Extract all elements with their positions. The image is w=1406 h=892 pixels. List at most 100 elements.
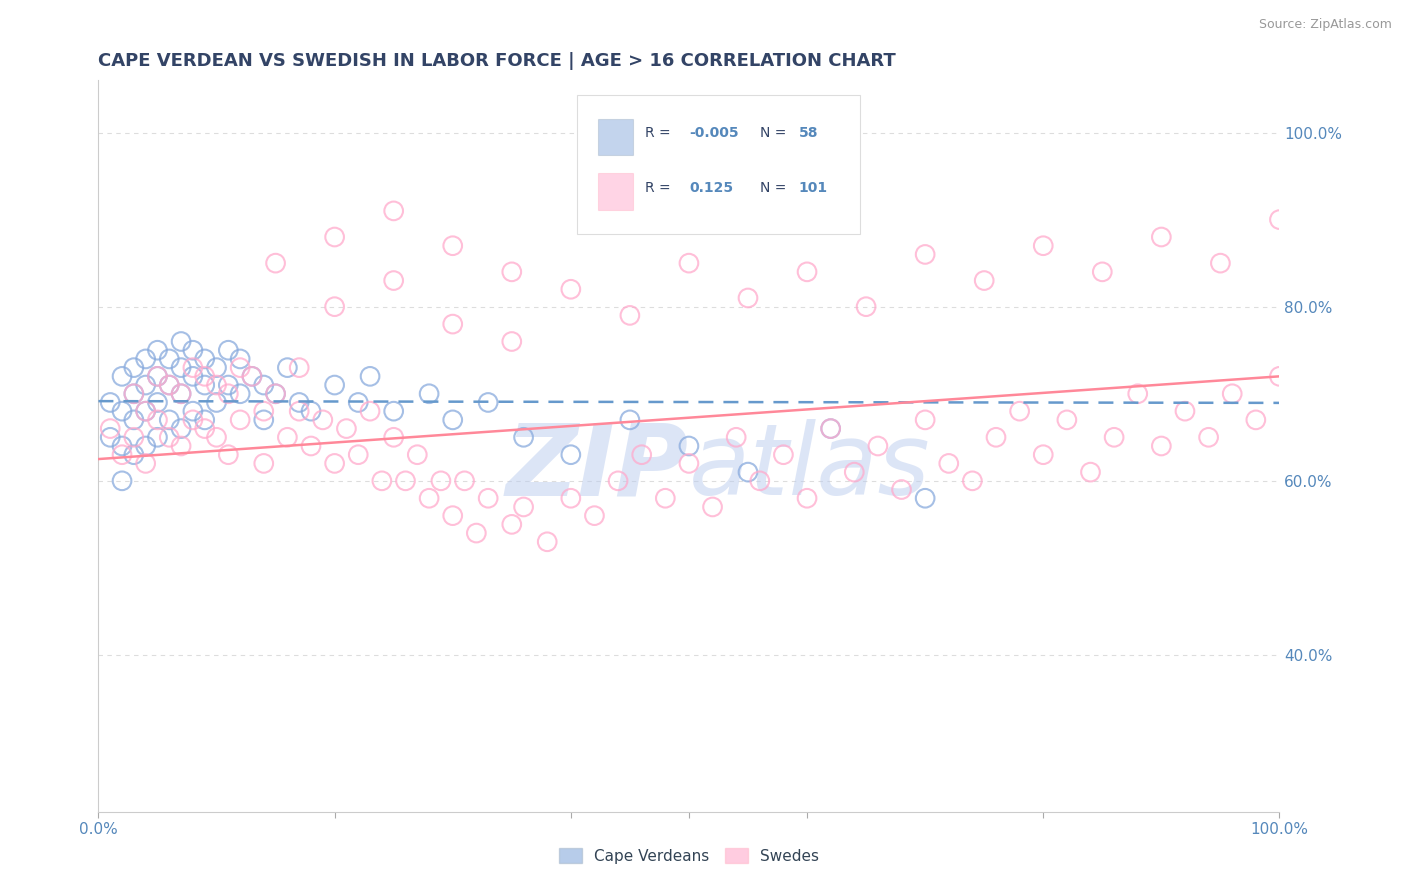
Point bbox=[299, 439, 322, 453]
Point bbox=[430, 474, 453, 488]
Point bbox=[170, 386, 193, 401]
Point bbox=[122, 430, 145, 444]
Point bbox=[146, 369, 169, 384]
Point bbox=[181, 360, 204, 375]
Point bbox=[253, 378, 276, 392]
Point bbox=[501, 334, 523, 349]
Point bbox=[181, 369, 204, 384]
Text: 58: 58 bbox=[799, 127, 818, 140]
Point bbox=[146, 395, 169, 409]
Point bbox=[914, 413, 936, 427]
Point bbox=[371, 474, 394, 488]
Point bbox=[205, 378, 228, 392]
Text: N =: N = bbox=[759, 181, 786, 195]
Point bbox=[1032, 448, 1054, 462]
Point bbox=[477, 491, 499, 506]
Point bbox=[1244, 413, 1267, 427]
Point bbox=[1198, 430, 1220, 444]
Point bbox=[1032, 238, 1054, 252]
Point bbox=[501, 517, 523, 532]
Text: R =: R = bbox=[645, 181, 671, 195]
Point bbox=[170, 439, 193, 453]
Point bbox=[146, 343, 169, 358]
Text: Source: ZipAtlas.com: Source: ZipAtlas.com bbox=[1258, 18, 1392, 31]
Point bbox=[229, 386, 252, 401]
Point bbox=[98, 395, 121, 409]
Point bbox=[240, 369, 263, 384]
Point bbox=[678, 439, 700, 453]
Point bbox=[512, 430, 534, 444]
Point bbox=[394, 474, 416, 488]
Point bbox=[205, 430, 228, 444]
Point bbox=[194, 421, 217, 435]
Point bbox=[678, 457, 700, 471]
Point bbox=[217, 386, 239, 401]
Point bbox=[418, 491, 440, 506]
Bar bbox=[598, 119, 634, 155]
Text: CAPE VERDEAN VS SWEDISH IN LABOR FORCE | AGE > 16 CORRELATION CHART: CAPE VERDEAN VS SWEDISH IN LABOR FORCE |… bbox=[98, 53, 896, 70]
Point bbox=[382, 404, 405, 418]
Text: atlas: atlas bbox=[689, 419, 931, 516]
Point bbox=[619, 413, 641, 427]
Point bbox=[501, 265, 523, 279]
Point bbox=[170, 421, 193, 435]
Point bbox=[1102, 430, 1125, 444]
Point bbox=[194, 351, 217, 366]
Point bbox=[205, 395, 228, 409]
Point bbox=[146, 430, 169, 444]
Point bbox=[914, 491, 936, 506]
Point bbox=[157, 430, 180, 444]
Point bbox=[772, 448, 794, 462]
Point bbox=[135, 404, 157, 418]
Point bbox=[938, 457, 960, 471]
Point bbox=[607, 474, 630, 488]
Text: 101: 101 bbox=[799, 181, 828, 195]
FancyBboxPatch shape bbox=[576, 95, 860, 234]
Point bbox=[205, 360, 228, 375]
Point bbox=[135, 378, 157, 392]
Point bbox=[1056, 413, 1078, 427]
Point bbox=[1268, 212, 1291, 227]
Point bbox=[914, 247, 936, 261]
Point bbox=[240, 369, 263, 384]
Text: 0.125: 0.125 bbox=[689, 181, 733, 195]
Point bbox=[441, 317, 464, 331]
Point bbox=[465, 526, 488, 541]
Point bbox=[347, 395, 370, 409]
Point bbox=[181, 413, 204, 427]
Point bbox=[276, 360, 298, 375]
Point bbox=[512, 500, 534, 514]
Point bbox=[1080, 465, 1102, 479]
Point bbox=[359, 404, 381, 418]
Point bbox=[157, 378, 180, 392]
Point bbox=[418, 386, 440, 401]
Point bbox=[1008, 404, 1031, 418]
Point bbox=[560, 491, 582, 506]
Point bbox=[170, 386, 193, 401]
Point bbox=[253, 404, 276, 418]
Point bbox=[217, 378, 239, 392]
Legend: Cape Verdeans, Swedes: Cape Verdeans, Swedes bbox=[553, 842, 825, 870]
Point bbox=[477, 395, 499, 409]
Point bbox=[229, 413, 252, 427]
Point bbox=[229, 351, 252, 366]
Point bbox=[253, 457, 276, 471]
Point bbox=[146, 369, 169, 384]
Point bbox=[264, 256, 287, 270]
Point bbox=[820, 421, 842, 435]
Bar bbox=[598, 173, 634, 210]
Point bbox=[984, 430, 1007, 444]
Point bbox=[135, 439, 157, 453]
Point bbox=[1150, 230, 1173, 244]
Point bbox=[323, 378, 346, 392]
Point bbox=[111, 474, 134, 488]
Point bbox=[560, 448, 582, 462]
Point bbox=[1126, 386, 1149, 401]
Point bbox=[264, 386, 287, 401]
Point bbox=[678, 256, 700, 270]
Point bbox=[748, 474, 770, 488]
Point bbox=[737, 465, 759, 479]
Point bbox=[146, 413, 169, 427]
Point bbox=[276, 430, 298, 444]
Point bbox=[217, 448, 239, 462]
